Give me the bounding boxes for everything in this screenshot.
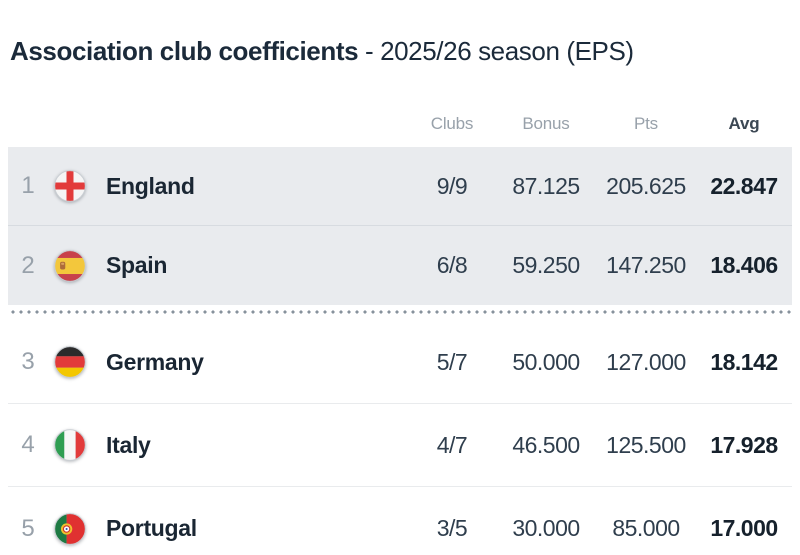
country-name: Spain [106, 252, 168, 278]
table-row-portugal[interactable]: 5 Portugal [8, 487, 792, 555]
clubs-value: 4/7 [436, 431, 468, 458]
avg-value: 17.000 [710, 515, 778, 541]
bonus-value: 30.000 [512, 515, 580, 541]
rank-value: 4 [21, 431, 35, 458]
column-header-clubs: Clubs [430, 114, 474, 133]
column-header-bonus: Bonus [522, 114, 570, 133]
coefficients-table: Clubs Bonus Pts Avg 1 [8, 101, 792, 555]
avg-value: 22.847 [710, 172, 778, 199]
table-row-italy[interactable]: 4 Italy 4/7 46.500 125.50 [8, 404, 792, 487]
italy-flag-icon [53, 428, 87, 462]
spain-flag-icon [53, 249, 87, 283]
bonus-value: 59.250 [512, 252, 580, 278]
rank-value: 1 [21, 172, 35, 199]
pts-value: 127.000 [606, 348, 686, 375]
clubs-value: 3/5 [436, 515, 468, 541]
clubs-value: 9/9 [436, 172, 468, 199]
country-name: Italy [106, 431, 151, 458]
table-row-spain[interactable]: 2 Spain [8, 226, 792, 305]
pts-value: 125.500 [606, 431, 686, 458]
bonus-value: 50.000 [512, 348, 580, 375]
country-name: Portugal [106, 515, 197, 541]
column-header-avg: Avg [728, 114, 760, 133]
england-flag-icon [53, 169, 87, 203]
table-row-germany[interactable]: 3 Germany 5/7 50.000 127. [8, 321, 792, 404]
country-name: England [106, 172, 195, 199]
table-row-england[interactable]: 1 England 9/9 87.125 205. [8, 147, 792, 226]
page-title-season: - 2025/26 season (EPS) [364, 36, 634, 66]
pts-value: 85.000 [612, 515, 680, 541]
pts-value: 205.625 [606, 172, 686, 199]
qualification-cutoff-separator [8, 310, 792, 314]
rank-value: 2 [21, 251, 35, 279]
pts-value: 147.250 [606, 252, 686, 278]
clubs-value: 5/7 [436, 348, 468, 375]
column-header-pts: Pts [634, 114, 658, 133]
country-name: Germany [106, 348, 204, 375]
portugal-flag-icon [53, 512, 87, 546]
bonus-value: 87.125 [512, 172, 580, 199]
page-title: Association club coefficients - 2025/26 … [10, 36, 792, 66]
rank-value: 3 [21, 348, 35, 375]
avg-value: 17.928 [710, 431, 778, 458]
clubs-value: 6/8 [436, 252, 468, 278]
bonus-value: 46.500 [512, 431, 580, 458]
page-title-main: Association club coefficients [10, 36, 359, 66]
germany-flag-icon [53, 345, 87, 379]
avg-value: 18.142 [710, 348, 778, 375]
table-header-row: Clubs Bonus Pts Avg [8, 101, 792, 147]
rank-value: 5 [21, 514, 35, 542]
avg-value: 18.406 [710, 252, 778, 278]
